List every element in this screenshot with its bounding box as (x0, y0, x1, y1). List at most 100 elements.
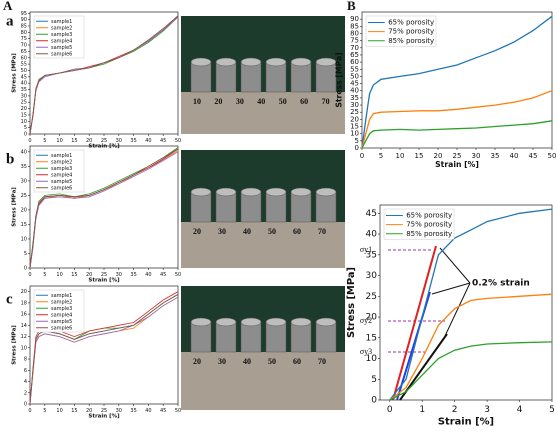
sample-top (265, 57, 287, 67)
y-tick-label: 60 (21, 55, 27, 61)
sample-cylinder (315, 321, 337, 353)
sample-top (290, 317, 312, 327)
x-tick-label: 0 (28, 138, 31, 144)
sample-cylinder (290, 321, 312, 353)
y-tick-label: 0 (355, 144, 359, 152)
ruler-label: 40 (257, 97, 265, 106)
x-tick-label: 0 (28, 272, 31, 278)
sample-top (315, 57, 337, 67)
x-tick-label: 5 (549, 405, 555, 415)
ruler-label: 70 (318, 227, 326, 236)
y-tick-label: 15 (21, 112, 27, 118)
x-axis-label: Strain [%] (435, 160, 479, 169)
sample-top (215, 187, 237, 197)
series-line (389, 341, 553, 401)
yield-guides (388, 245, 471, 401)
y-tick-label: 10 (350, 130, 359, 138)
y-tick-label: 25 (366, 292, 377, 302)
sample-top (240, 57, 262, 67)
sample-top (240, 317, 262, 327)
sample-top (215, 57, 237, 67)
plot-area (379, 204, 553, 401)
x-tick-label: 25 (101, 138, 107, 144)
y-tick-label: 40 (350, 87, 359, 95)
x-tick-label: 30 (116, 408, 122, 414)
y-tick-label: 14 (21, 323, 27, 329)
sample-top (215, 317, 237, 327)
y-tick-label: 25 (350, 108, 359, 116)
y-tick-label: 45 (21, 74, 27, 80)
y-tick-label: 5 (371, 375, 377, 385)
sample-top (190, 57, 212, 67)
y-tick-label: 0 (24, 132, 27, 138)
y-tick-label: 0 (24, 402, 27, 408)
ruler-label: 60 (300, 97, 308, 106)
x-tick-label: 35 (130, 138, 136, 144)
x-tick-label: 30 (472, 152, 481, 160)
sample-cylinder (265, 61, 287, 93)
legend-label: sample5 (51, 179, 72, 185)
ruler-label: 30 (218, 227, 226, 236)
ruler-label: 60 (293, 227, 301, 236)
y-tick-label: 80 (21, 30, 27, 36)
legend-label: sample2 (51, 299, 72, 305)
y-tick-label: 55 (21, 62, 27, 68)
y-tick-label: 50 (350, 72, 359, 80)
y-axis-label: Stress [MPa] (335, 52, 344, 107)
y-tick-label: 16 (21, 312, 27, 318)
y-tick-label: 45 (350, 80, 359, 88)
y-axis-label: Stress [MPa] (12, 325, 18, 365)
annotation: 0.2% strain (472, 279, 530, 289)
ruler-label: 40 (243, 357, 251, 366)
series-line (29, 291, 179, 405)
legend-label: sample6 (51, 185, 72, 191)
x-tick-label: 5 (379, 152, 383, 160)
y-tick-label: 35 (366, 250, 377, 260)
y-tick-label: 20 (366, 313, 378, 323)
ruler-label: 50 (268, 227, 276, 236)
y-tick-label: 10 (366, 354, 378, 364)
x-tick-label: 3 (484, 405, 490, 415)
sample-cylinder (215, 61, 237, 93)
legend-box (33, 149, 85, 193)
y-tick-label: 35 (21, 164, 27, 170)
x-tick-label: 20 (86, 138, 92, 144)
y-tick-label: 40 (21, 81, 27, 87)
ruler-label: 40 (243, 227, 251, 236)
x-tick-label: 0 (28, 408, 31, 414)
sample-cylinder (290, 191, 312, 223)
legend-label: 75% porosity (388, 28, 434, 36)
y-tick-label: 65 (350, 51, 359, 59)
x-tick-label: 0 (387, 405, 393, 415)
y-tick-label: 15 (21, 222, 27, 228)
series-line (389, 208, 553, 401)
series-line (29, 294, 179, 405)
x-axis-label: Strain [%] (88, 144, 120, 150)
legend-label: 65% porosity (406, 212, 452, 220)
y-tick-label: 35 (21, 87, 27, 93)
y-tick-label: 25 (21, 100, 27, 106)
x-tick-label: 30 (116, 272, 122, 278)
y-tick-label: 70 (350, 44, 359, 52)
y-tick-label: 75 (350, 37, 359, 45)
y-tick-label: 85 (21, 23, 27, 29)
y-tick-label: 45 (366, 209, 377, 219)
series-line (29, 16, 179, 135)
y-tick-label: 5 (355, 137, 359, 145)
sample-cylinder (265, 191, 287, 223)
y-tick-label: 70 (21, 43, 27, 49)
legend-label: 75% porosity (406, 221, 452, 229)
x-tick-label: 50 (175, 272, 181, 278)
y-tick-label: 30 (21, 93, 27, 99)
sample-cylinder (315, 61, 337, 93)
y-axis-label: Stress [MPa] (346, 267, 357, 338)
x-tick-label: 45 (529, 152, 538, 160)
y-tick-label: 20 (21, 289, 27, 295)
legend-label: sample5 (51, 45, 72, 51)
x-tick-label: 50 (548, 152, 557, 160)
x-tick-label: 40 (145, 272, 151, 278)
x-tick-label: 10 (56, 138, 62, 144)
y-tick-label: 12 (21, 334, 27, 340)
legend-label: sample3 (51, 306, 72, 312)
